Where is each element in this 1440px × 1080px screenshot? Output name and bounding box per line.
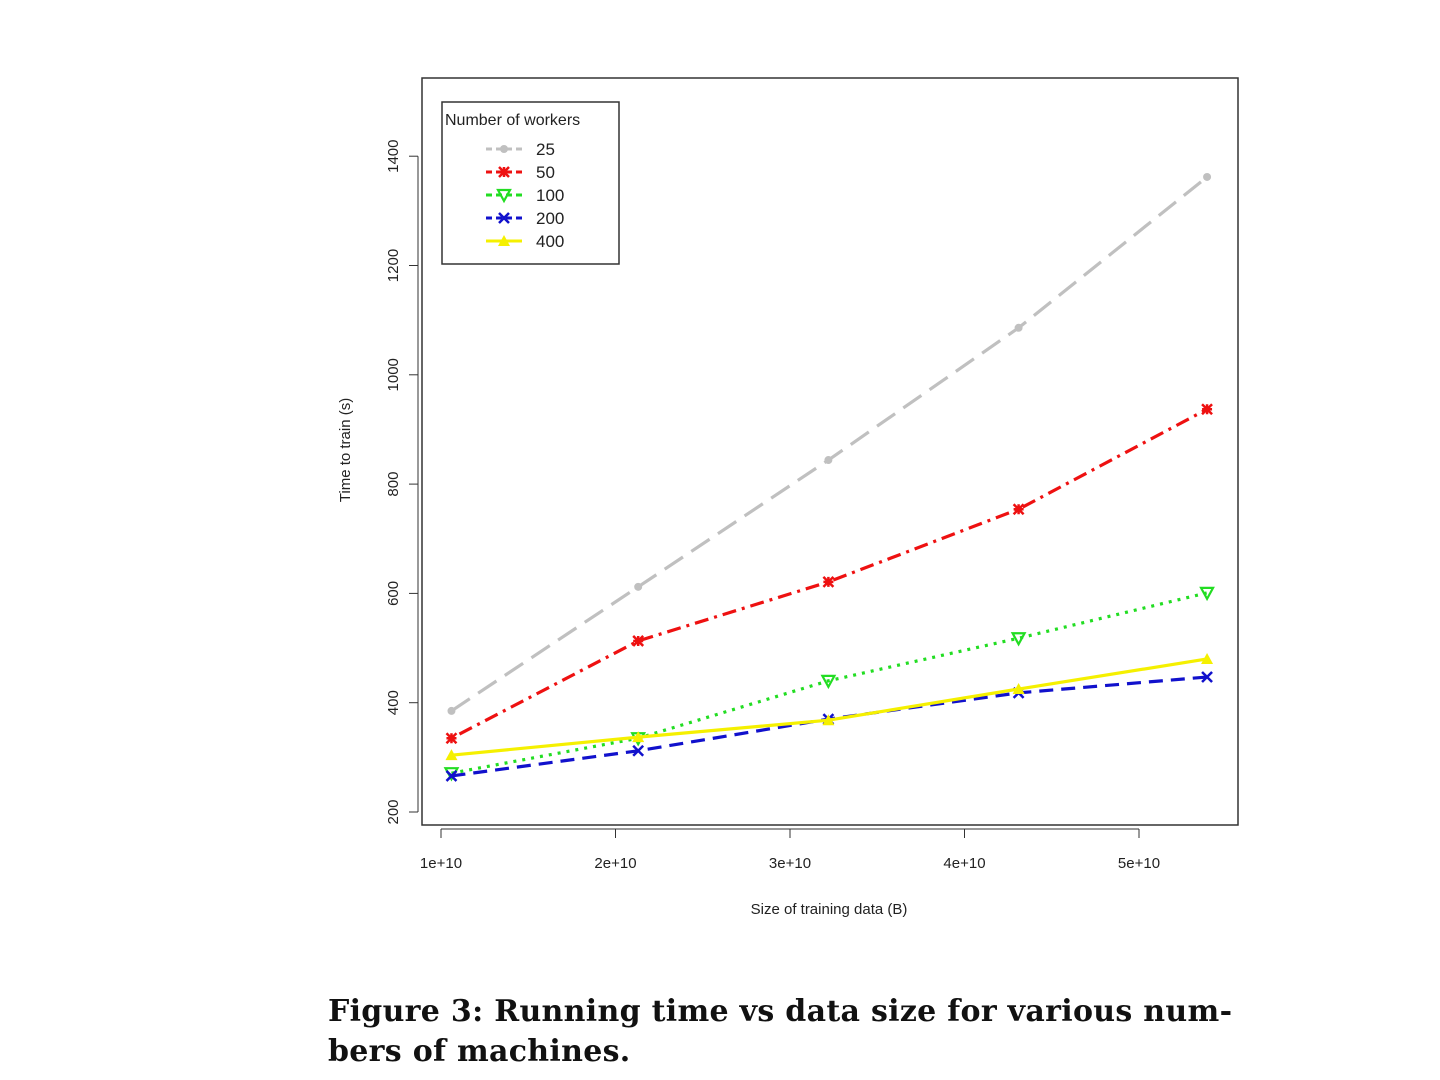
- data-point: [1012, 683, 1025, 695]
- legend-marker-100: [496, 188, 512, 204]
- legend-title: Number of workers: [445, 112, 580, 129]
- data-point: [632, 635, 645, 647]
- data-point: [634, 582, 643, 591]
- legend: Number of workers 25 50 100 200 400: [441, 101, 620, 265]
- series-200: [445, 671, 1213, 782]
- y-tick-label: 800: [385, 472, 402, 497]
- data-point: [632, 744, 645, 757]
- data-point: [1203, 172, 1212, 181]
- legend-marker-50: [498, 166, 510, 178]
- data-point: [1199, 586, 1215, 602]
- data-point: [1201, 671, 1213, 683]
- data-point: [632, 731, 645, 743]
- x-tick-label: 4e+10: [943, 855, 985, 872]
- data-point: [1012, 503, 1025, 516]
- legend-label-25: 25: [536, 140, 555, 159]
- data-point: [1201, 403, 1213, 416]
- legend-marker-400: [498, 235, 510, 246]
- y-tick-label: 200: [385, 799, 402, 824]
- caption-line-1: Figure 3: Running time vs data size for …: [328, 994, 1233, 1029]
- series-line-400: [451, 657, 1208, 757]
- series-100: [443, 586, 1215, 782]
- legend-marker-200: [498, 212, 510, 224]
- caption-line-2: bers of machines.: [328, 1034, 631, 1069]
- legend-label-50: 50: [536, 163, 555, 182]
- legend-label-200: 200: [536, 209, 564, 228]
- series-50: [445, 403, 1213, 745]
- data-point: [445, 770, 458, 782]
- series-line-100: [451, 591, 1208, 775]
- legend-box: [441, 101, 620, 265]
- series-400: [445, 652, 1214, 761]
- data-point: [1014, 323, 1023, 332]
- y-tick-label: 1000: [385, 358, 402, 391]
- series-line-50: [450, 407, 1208, 740]
- legend-label-400: 400: [536, 232, 564, 251]
- data-point: [820, 674, 837, 690]
- data-point: [447, 706, 456, 715]
- x-tick-label: 5e+10: [1118, 855, 1160, 872]
- series-line-200: [451, 675, 1208, 778]
- y-tick-label: 1400: [385, 140, 402, 173]
- data-point: [1201, 652, 1214, 664]
- data-point: [445, 732, 458, 745]
- x-axis-label: Size of training data (B): [751, 901, 908, 918]
- series-25: [447, 172, 1212, 715]
- data-point: [822, 714, 835, 726]
- y-axis-label: Time to train (s): [337, 398, 354, 502]
- y-tick-label: 600: [385, 581, 402, 606]
- legend-label-100: 100: [536, 186, 564, 205]
- data-point: [445, 749, 458, 761]
- plot-frame: [421, 77, 1239, 826]
- data-point: [822, 576, 835, 588]
- y-tick-label: 400: [385, 690, 402, 715]
- x-tick-label: 2e+10: [594, 855, 636, 872]
- data-point: [824, 456, 833, 465]
- x-tick-label: 1e+10: [420, 855, 462, 872]
- y-tick-label: 1200: [385, 249, 402, 282]
- figure-caption: Figure 3: Running time vs data size for …: [328, 992, 1308, 1072]
- data-point: [1010, 632, 1027, 647]
- legend-marker-25: [500, 145, 508, 153]
- x-tick-label: 3e+10: [769, 855, 811, 872]
